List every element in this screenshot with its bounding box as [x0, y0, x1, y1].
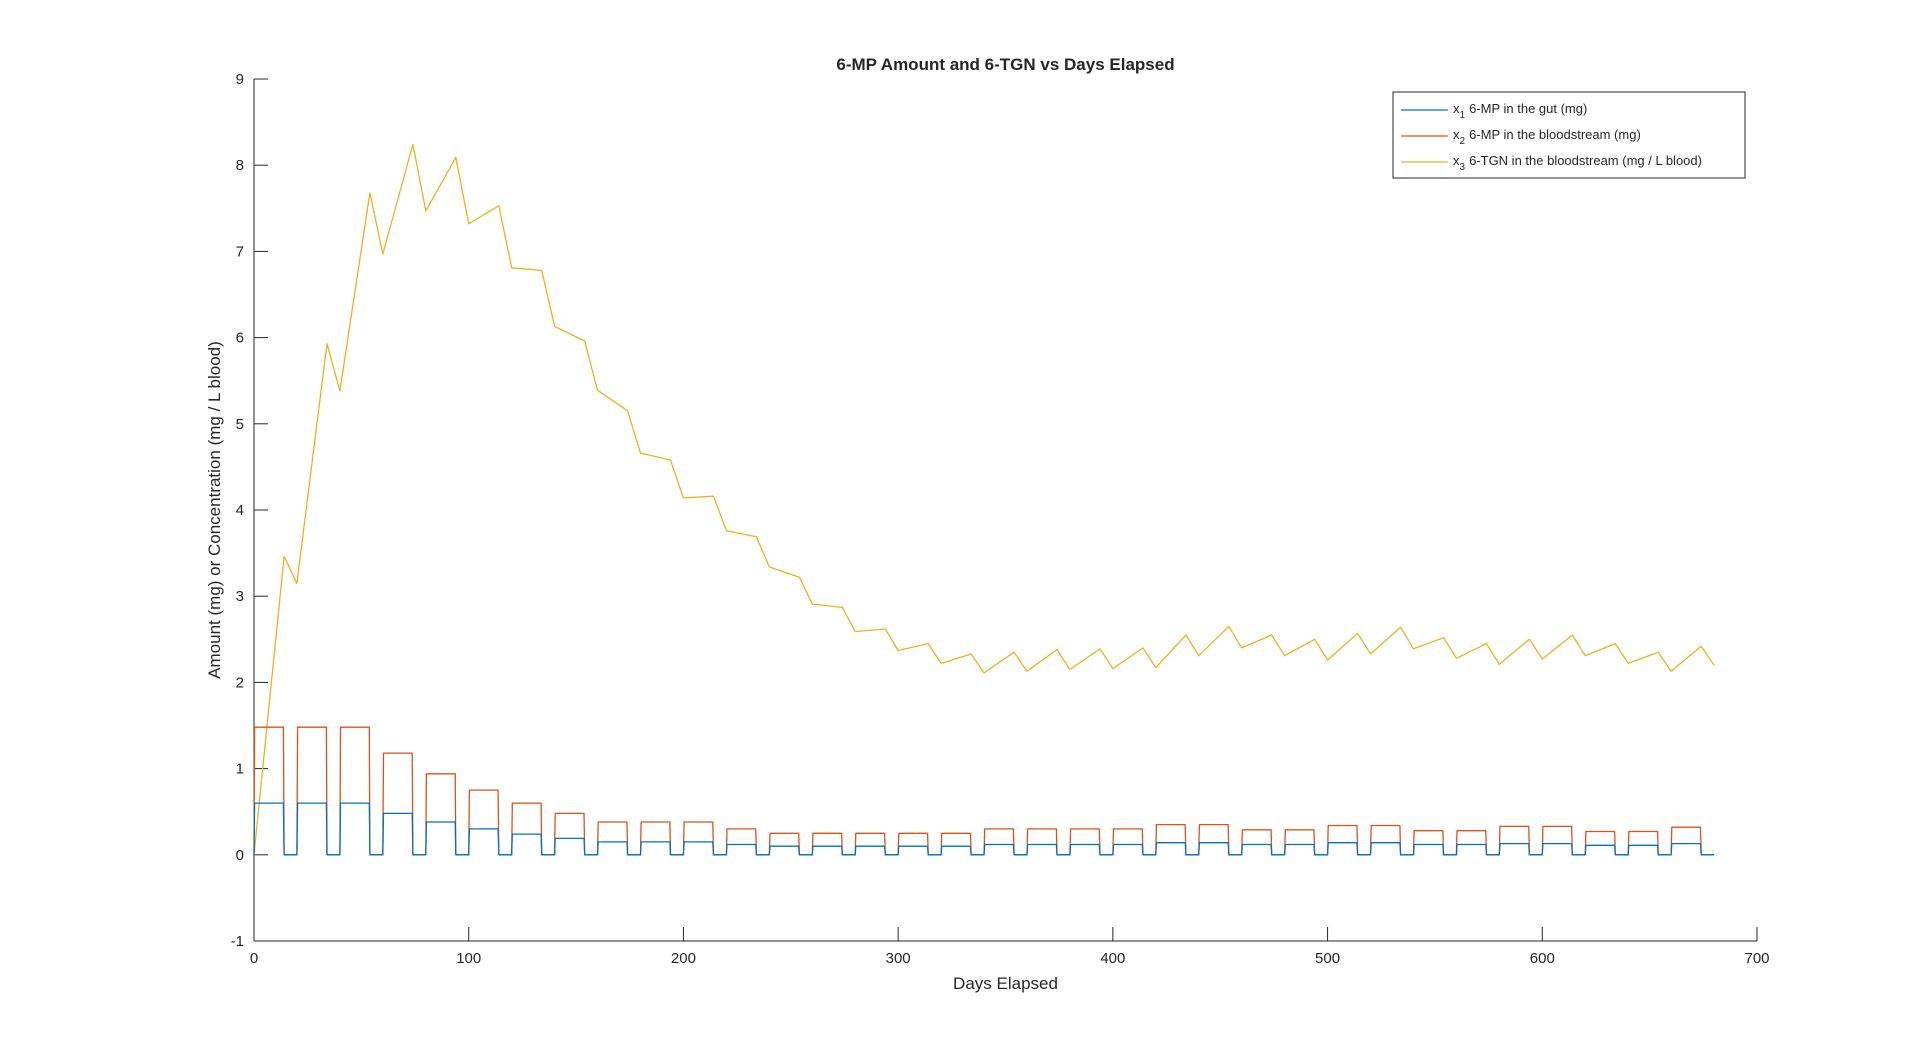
- series-line-x1: [253, 802, 1715, 856]
- legend-sub-x2: 2: [1460, 136, 1466, 147]
- y-tick-label: 5: [236, 416, 244, 433]
- x-tick-label: 600: [1530, 950, 1555, 967]
- x-axis-label: Days Elapsed: [953, 974, 1058, 993]
- chart-title: 6-MP Amount and 6-TGN vs Days Elapsed: [836, 55, 1174, 74]
- y-tick-label: 2: [236, 674, 244, 691]
- x-tick-label: 300: [886, 950, 911, 967]
- legend-var-x3: x: [1453, 153, 1460, 168]
- legend-text-x2: x2 6-MP in the bloodstream (mg): [1453, 127, 1641, 147]
- legend-entry-x2: x2 6-MP in the bloodstream (mg): [1401, 127, 1641, 147]
- legend-text-x1: x1 6-MP in the gut (mg): [1453, 101, 1587, 121]
- series-line-x3: [253, 143, 1715, 855]
- axes: 0 100 200 300 400 500 600 700 -1 0 1 2 3 4 5 6 7 8 9: [231, 71, 1770, 967]
- y-tick-label: 4: [236, 502, 244, 519]
- legend-var-x2: x: [1453, 127, 1460, 142]
- y-tick-label: 1: [236, 761, 244, 778]
- y-tick-label: 3: [236, 588, 244, 605]
- legend-name-x1: 6-MP in the gut (mg): [1469, 101, 1587, 116]
- y-tick-label: 8: [236, 157, 244, 174]
- y-tick-label: 6: [236, 330, 244, 347]
- legend-name-x3: 6-TGN in the bloodstream (mg / L blood): [1469, 153, 1702, 168]
- y-axis-label: Amount (mg) or Concentration (mg / L blo…: [205, 341, 224, 679]
- y-tick-label: 9: [236, 71, 244, 88]
- legend-text-x3: x3 6-TGN in the bloodstream (mg / L blood…: [1453, 153, 1702, 173]
- y-tick-label: 7: [236, 243, 244, 260]
- y-tick-label: -1: [231, 933, 244, 950]
- x-tick-label: 200: [671, 950, 696, 967]
- plot-series: [253, 143, 1715, 856]
- x-tick-label: 700: [1744, 950, 1769, 967]
- legend-var-x1: x: [1453, 101, 1460, 116]
- legend-entry-x3: x3 6-TGN in the bloodstream (mg / L blood…: [1401, 153, 1702, 173]
- y-tick-label: 0: [236, 847, 244, 864]
- x-tick-label: 400: [1100, 950, 1125, 967]
- x-tick-label: 500: [1315, 950, 1340, 967]
- x-tick-label: 100: [456, 950, 481, 967]
- legend-entry-x1: x1 6-MP in the gut (mg): [1401, 101, 1587, 121]
- legend: x1 6-MP in the gut (mg) x2 6-MP in the blo…: [1392, 91, 1746, 179]
- legend-sub-x1: 1: [1460, 110, 1466, 121]
- legend-sub-x3: 3: [1460, 162, 1466, 173]
- x-tick-label: 0: [250, 950, 258, 967]
- legend-name-x2: 6-MP in the bloodstream (mg): [1469, 127, 1641, 142]
- legend-box: [1392, 91, 1746, 179]
